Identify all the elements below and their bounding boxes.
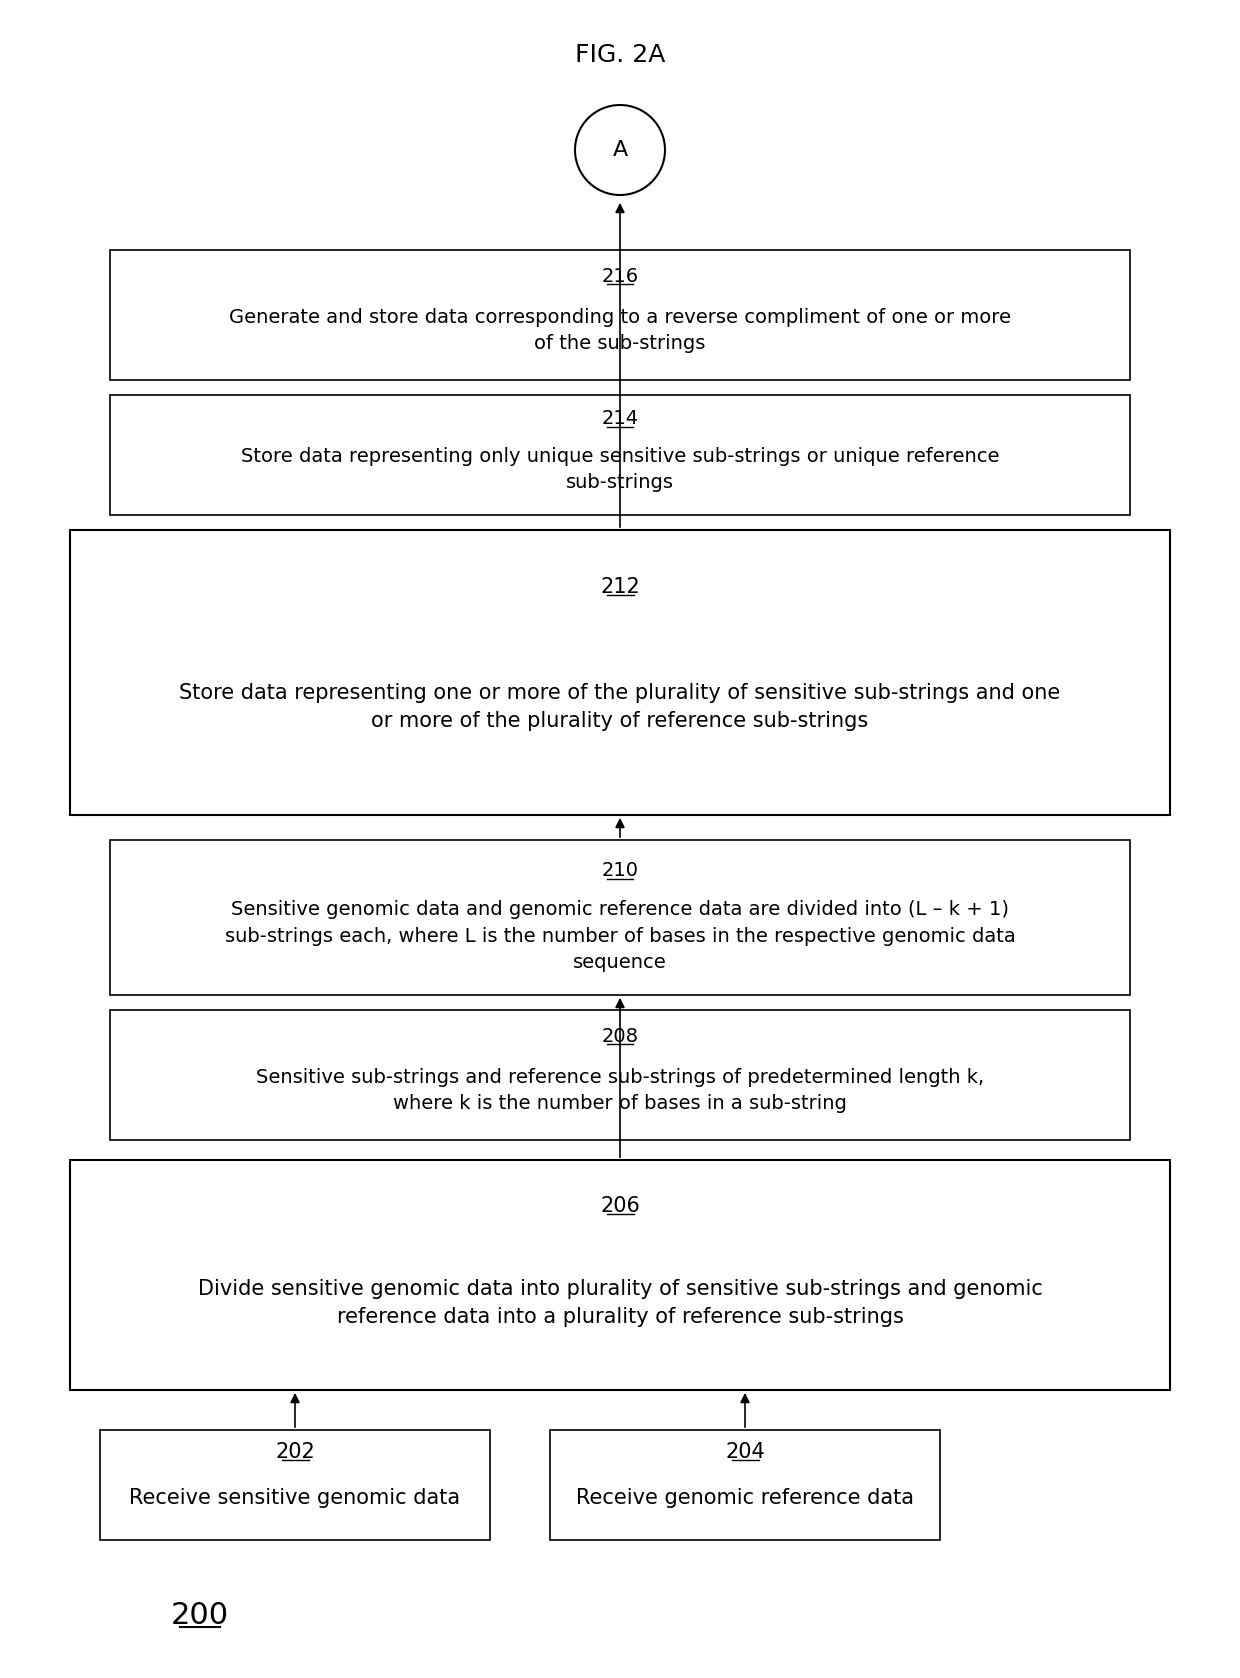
Text: Store data representing one or more of the plurality of sensitive sub-strings an: Store data representing one or more of t… [180, 683, 1060, 730]
Text: Divide sensitive genomic data into plurality of sensitive sub-strings and genomi: Divide sensitive genomic data into plura… [197, 1279, 1043, 1327]
Text: 204: 204 [725, 1441, 765, 1462]
Text: Sensitive sub-strings and reference sub-strings of predetermined length k,
where: Sensitive sub-strings and reference sub-… [255, 1067, 985, 1113]
Text: 210: 210 [601, 861, 639, 881]
Text: Generate and store data corresponding to a reverse compliment of one or more
of : Generate and store data corresponding to… [229, 307, 1011, 354]
Bar [69, 530, 1171, 816]
Text: Receive genomic reference data: Receive genomic reference data [577, 1488, 914, 1509]
Bar [110, 841, 1130, 995]
Bar [551, 1430, 940, 1540]
Text: 216: 216 [601, 267, 639, 285]
Text: A: A [613, 139, 627, 159]
Text: Store data representing only unique sensitive sub-strings or unique reference
su: Store data representing only unique sens… [241, 446, 999, 492]
Circle shape [575, 106, 665, 195]
Text: 208: 208 [601, 1027, 639, 1045]
Bar [110, 250, 1130, 379]
Text: 214: 214 [601, 409, 639, 428]
Text: 212: 212 [600, 577, 640, 597]
Text: 200: 200 [171, 1601, 229, 1629]
Text: FIG. 2A: FIG. 2A [575, 44, 665, 67]
Bar [69, 1159, 1171, 1389]
Text: 206: 206 [600, 1196, 640, 1217]
Bar [100, 1430, 490, 1540]
Bar [110, 1010, 1130, 1139]
Text: 202: 202 [275, 1441, 315, 1462]
Text: Receive sensitive genomic data: Receive sensitive genomic data [129, 1488, 460, 1509]
Text: Sensitive genomic data and genomic reference data are divided into (L – k + 1)
s: Sensitive genomic data and genomic refer… [224, 899, 1016, 972]
Bar [110, 394, 1130, 515]
